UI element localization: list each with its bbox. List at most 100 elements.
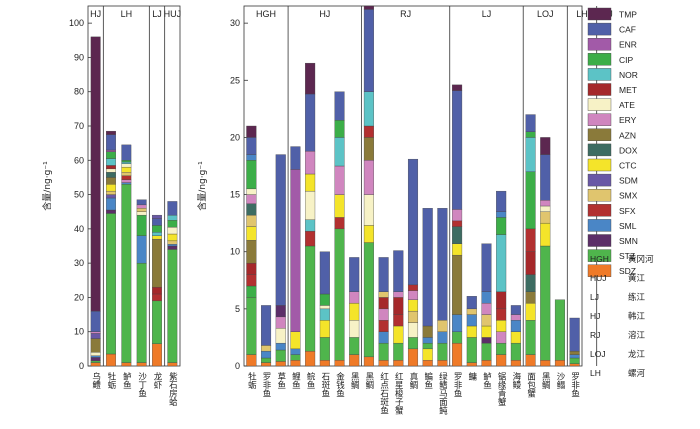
bar-segment-sdz: [152, 343, 162, 367]
y-tick-label: 60: [74, 155, 84, 165]
group-label: HGH: [256, 9, 276, 19]
bar-segment-cip: [152, 225, 162, 233]
bar-segment-ctc: [106, 184, 116, 192]
bar-segment-stz: [167, 249, 178, 363]
bar-segment-cip: [121, 160, 132, 163]
category-label: 面包蟹: [526, 372, 536, 398]
abbreviation-name: 黄冈河: [628, 254, 654, 265]
abbreviation-code: HJ: [590, 311, 600, 321]
bar-segment-caf: [422, 208, 433, 327]
legend-item-caf: CAF: [587, 22, 636, 36]
bar-stack: [136, 199, 147, 367]
bar-segment-ery: [393, 291, 404, 298]
abbreviation-name: 螺河: [628, 368, 646, 379]
bar-segment-ctc: [393, 325, 404, 344]
bar-segment-cip: [167, 220, 178, 228]
bar-segment-smx: [246, 214, 257, 227]
bar-segment-ctc: [363, 225, 374, 243]
legend-item-ctc: CTC: [587, 158, 636, 172]
bar-segment-ctc: [452, 243, 463, 256]
bar-segment-ctc: [349, 302, 360, 321]
legend-label: ATE: [619, 100, 635, 110]
bar-segment-sml: [510, 320, 521, 332]
bar-segment-sml: [167, 244, 178, 247]
bar-segment-stz: [136, 262, 147, 363]
bar-segment-ery: [363, 160, 374, 195]
abbreviation-name: 练江: [628, 292, 646, 303]
bar-stack: [152, 214, 162, 367]
bar-stack: [106, 130, 116, 367]
bar-segment-ate: [275, 328, 286, 344]
bar-segment-sml: [290, 348, 301, 355]
plot-frame: [87, 5, 181, 367]
bar-segment-smx: [167, 240, 178, 245]
bar-segment-sfx: [363, 125, 374, 138]
category-label: 红点石斑鱼: [379, 371, 389, 414]
bar-segment-ery: [334, 165, 345, 195]
bar-segment-stz: [106, 213, 116, 355]
y-tick-label: 10: [230, 247, 240, 257]
bar-segment-sdz: [407, 348, 419, 367]
legend-swatch: [587, 234, 612, 247]
abbreviation-name: 溶江: [628, 330, 646, 341]
bar-segment-caf: [466, 296, 477, 310]
bar-segment-cip: [334, 120, 345, 138]
legend-swatch: [587, 249, 612, 262]
y-axis-label: 含量/ng·g⁻¹: [196, 161, 208, 211]
bar-segment-caf: [305, 93, 316, 152]
y-tick-label: 30: [74, 258, 84, 268]
legend-swatch: [587, 219, 612, 232]
bar-segment-met: [393, 297, 404, 315]
bar-stack: [540, 137, 551, 367]
legend-label: SDZ: [619, 266, 636, 276]
bar-segment-caf: [437, 208, 448, 321]
bar-segment-met: [152, 286, 162, 295]
y-axis-label: 含量/ng·g⁻¹: [41, 161, 53, 211]
bar-segment-sml: [261, 350, 272, 359]
bar-segment-sdz: [290, 360, 301, 367]
group-label: RJ: [400, 9, 411, 19]
bar-segment-ctc: [481, 325, 492, 338]
bar-segment-nor: [319, 308, 330, 321]
category-label: 牡蛎: [106, 371, 116, 390]
bar-segment-azn: [422, 325, 433, 338]
abbreviation-entry: HGH 黄冈河: [590, 254, 654, 265]
bar-segment-ctc: [305, 173, 316, 192]
bar-segment-sdz: [246, 354, 257, 367]
bar-segment-sdm: [90, 333, 101, 339]
bar-segment-cip: [246, 285, 257, 298]
bar-segment-tmp: [106, 130, 116, 135]
category-label: 沙丁鱼: [137, 372, 147, 398]
bar-segment-sfx: [525, 228, 536, 252]
bar-segment-ctc: [407, 299, 419, 312]
bar-segment-caf: [152, 218, 162, 226]
bar-segment-stz: [363, 242, 374, 358]
abbreviation-name: 韩江: [628, 311, 646, 322]
legend-swatch: [587, 68, 612, 81]
bar-segment-sml: [378, 331, 389, 344]
abbreviation-code: LH: [590, 368, 601, 378]
category-label: 牡蛎: [246, 371, 256, 390]
bar-segment-ate: [136, 211, 147, 216]
bar-segment-ctc: [540, 222, 551, 247]
bar-segment-caf: [275, 154, 286, 306]
bar-segment-caf: [136, 199, 147, 206]
bar-stack: [525, 114, 536, 367]
bar-segment-ctc: [422, 348, 433, 361]
group-label: LH: [121, 9, 133, 19]
bar-stack: [569, 317, 580, 367]
bar-segment-ate: [90, 352, 101, 356]
legend-item-smx: SMX: [587, 188, 638, 202]
legend-swatch: [587, 264, 612, 277]
abbreviation-code: LJ: [590, 292, 599, 302]
bar-segment-ery: [407, 290, 419, 300]
category-label: 罗非鱼: [261, 372, 271, 398]
bar-segment-azn: [106, 177, 116, 185]
legend-label: CIP: [619, 55, 634, 65]
legend-item-ate: ATE: [587, 98, 635, 111]
bar-stack: [121, 144, 132, 367]
legend: TMP CAF ENR CIP NOR MET ATE ERY AZN DOX CTC SDM SMX S…: [587, 7, 638, 277]
legend-item-nor: NOR: [587, 68, 638, 81]
